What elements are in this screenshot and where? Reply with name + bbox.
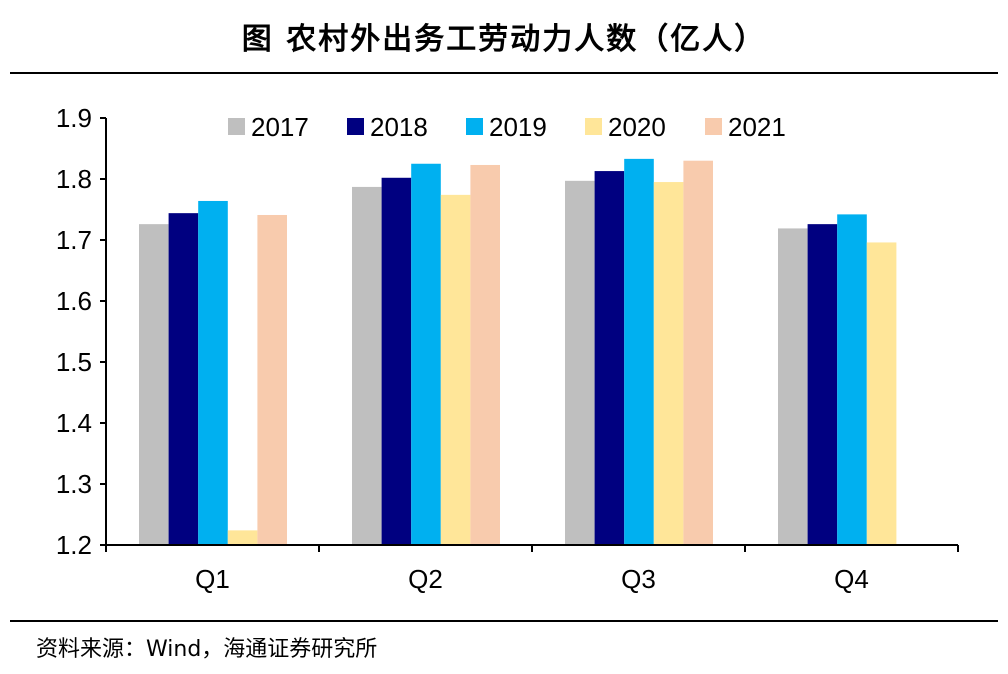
bottom-rule: [10, 620, 998, 622]
legend-label-2021: 2021: [728, 112, 786, 142]
legend-label-2020: 2020: [608, 112, 666, 142]
source-note: 资料来源：Wind，海通证券研究所: [36, 637, 378, 662]
bar-2017-q3: [565, 180, 595, 545]
bar-2021-q2: [470, 164, 500, 545]
legend-swatch-2019: [466, 118, 483, 135]
bar-2021-q1: [257, 214, 287, 546]
bar-2021-q3: [683, 160, 713, 545]
bar-2018-q1: [168, 213, 199, 545]
chart-title: 图 农村外出务工劳动力人数（亿人）: [241, 22, 767, 57]
x-tick-label-q2: Q2: [408, 564, 443, 594]
bar-2019-q2: [411, 163, 441, 545]
y-tick-label: 1.2: [56, 530, 92, 560]
legend-swatch-2017: [228, 118, 245, 135]
y-tick-label: 1.5: [56, 347, 92, 377]
y-tick-label: 1.9: [56, 103, 92, 133]
bar-2020-q2: [440, 194, 471, 546]
x-tick-label-q3: Q3: [621, 564, 656, 594]
legend-label-2019: 2019: [489, 112, 547, 142]
bar-2020-q4: [866, 242, 897, 545]
bar-2017-q1: [139, 224, 169, 545]
legend-swatch-2018: [347, 118, 364, 135]
y-tick-label: 1.3: [56, 469, 92, 499]
bar-2020-q1: [227, 530, 258, 545]
bar-2018-q4: [807, 224, 838, 545]
y-tick-label: 1.8: [56, 164, 92, 194]
y-tick-label: 1.4: [56, 408, 92, 438]
bar-2017-q2: [352, 186, 382, 545]
bar-2019-q3: [624, 158, 654, 545]
legend-label-2018: 2018: [370, 112, 428, 142]
x-tick-label-q1: Q1: [195, 564, 230, 594]
y-tick-label: 1.7: [56, 225, 92, 255]
bars-group: [139, 158, 897, 546]
legend: 2017 2018 2019 2020 2021: [228, 112, 786, 142]
x-tick-label-q4: Q4: [834, 564, 869, 594]
bar-2017-q4: [778, 228, 808, 545]
top-rule: [10, 72, 998, 74]
bar-2018-q2: [381, 177, 412, 545]
legend-swatch-2020: [585, 118, 602, 135]
bar-chart: 1.21.31.41.51.61.71.81.9Q1 Q2 Q3 Q4 2017 201…: [56, 103, 959, 594]
bar-2020-q3: [653, 182, 684, 546]
bar-2018-q3: [594, 171, 625, 545]
axes-group: 1.2 1.3 1.4 1.5 1.6 1.7 1.8 1.9 Q1 Q2 Q3 Q4: [56, 103, 959, 594]
y-tick-label: 1.6: [56, 286, 92, 316]
legend-swatch-2021: [705, 118, 722, 135]
legend-label-2017: 2017: [251, 112, 309, 142]
bar-2019-q1: [198, 200, 228, 545]
bar-2019-q4: [837, 214, 867, 545]
